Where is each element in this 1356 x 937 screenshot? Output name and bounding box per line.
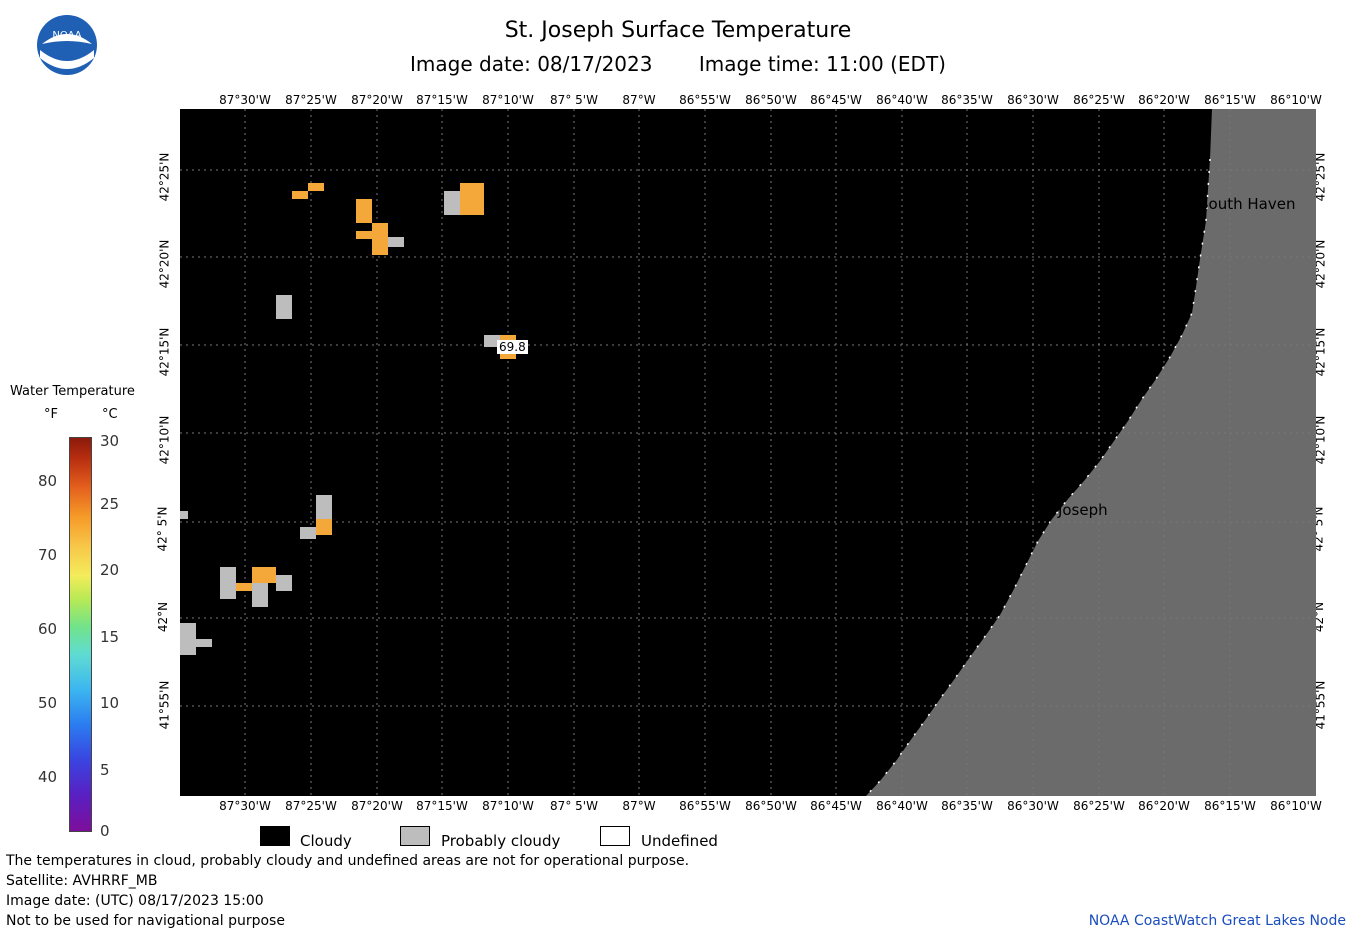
lon-tick: 87°15'W [416,93,468,107]
legend-probably-cloudy-swatch [400,826,430,846]
image-time: Image time: 11:00 (EDT) [698,52,946,76]
lon-tick: 86°20'W [1138,93,1190,107]
f-tick: 50 [38,694,58,712]
land-area [866,109,1316,796]
footer-credit: NOAA CoastWatch Great Lakes Node [1088,913,1346,929]
legend-cloudy-swatch [260,826,290,846]
c-tick: 15 [100,628,120,646]
lon-tick: 86°40'W [876,799,928,813]
f-tick: 70 [38,546,58,564]
south-haven-marker [1190,185,1200,195]
place-st-joseph: St. Joseph [1033,501,1108,519]
c-tick: 0 [100,822,110,840]
probably-cloudy-patches [180,191,500,655]
lon-tick: 86°50'W [745,799,797,813]
st-joseph-marker [1031,485,1041,495]
legend-probably-cloudy-label: Probably cloudy [441,832,561,850]
lon-tick: 86°20'W [1138,799,1190,813]
graticule [180,109,1316,796]
footer-navigation-warning: Not to be used for navigational purpose [6,913,285,929]
lon-tick: 86°55'W [679,93,731,107]
lat-tick: 42°25'N [157,152,172,202]
footer-disclaimer: The temperatures in cloud, probably clou… [6,853,690,869]
sample-temperature-label: 69.8 [497,340,528,354]
lon-tick: 87°25'W [285,93,337,107]
lon-tick: 87°30'W [219,799,271,813]
f-tick: 80 [38,472,58,490]
lat-tick: 42° 5'N [155,506,170,552]
lon-tick: 86°35'W [941,799,993,813]
lon-tick: 86°45'W [810,93,862,107]
lon-tick: 86°50'W [745,93,797,107]
lon-tick: 86°10'W [1270,93,1322,107]
unit-fahrenheit: °F [44,407,58,422]
c-tick: 20 [100,561,120,579]
footer-utc-date: Image date: (UTC) 08/17/2023 15:00 [6,893,264,909]
legend-undefined-swatch [600,826,630,846]
temperature-colorbar [69,437,92,832]
c-tick: 25 [100,495,120,513]
lon-tick: 86°40'W [876,93,928,107]
c-tick: 10 [100,694,120,712]
page-title: St. Joseph Surface Temperature [504,18,852,43]
lon-tick: 86°35'W [941,93,993,107]
lat-tick: 42°10'N [157,415,172,465]
lon-tick: 86°10'W [1270,799,1322,813]
lon-tick: 86°25'W [1073,93,1125,107]
coastline [865,158,1211,796]
legend-cloudy-label: Cloudy [300,832,352,850]
lon-tick: 87°10'W [482,799,534,813]
lat-tick: 42°20'N [157,239,172,289]
f-tick: 60 [38,620,58,638]
f-tick: 40 [38,768,58,786]
lon-tick: 87°15'W [416,799,468,813]
logo-text: NOAA [52,30,81,41]
image-date: Image date: 08/17/2023 [410,52,653,76]
lon-tick: 87°W [622,93,656,107]
lon-tick: 87°25'W [285,799,337,813]
lon-tick: 87°10'W [482,93,534,107]
lon-tick: 86°55'W [679,799,731,813]
lon-tick: 87°20'W [351,799,403,813]
lon-tick: 87° 5'W [550,799,598,813]
noaa-logo: NOAA [37,15,97,75]
lat-tick: 41°55'N [157,680,172,730]
lon-tick: 87°30'W [219,93,271,107]
lon-tick: 86°30'W [1007,799,1059,813]
c-tick: 5 [100,761,110,779]
lon-tick: 86°30'W [1007,93,1059,107]
lon-tick: 86°15'W [1204,799,1256,813]
legend-undefined-label: Undefined [641,832,718,850]
footer-satellite: Satellite: AVHRRF_MB [6,873,158,889]
c-tick: 30 [100,432,120,450]
place-south-haven: South Haven [1199,195,1296,213]
scale-title: Water Temperature [10,384,135,399]
image-info: Image date: 08/17/2023 Image time: 11:00… [0,52,1356,76]
lon-tick: 87° 5'W [550,93,598,107]
lon-tick: 86°25'W [1073,799,1125,813]
lon-tick: 87°20'W [351,93,403,107]
unit-celsius: °C [102,407,118,422]
lon-tick: 86°45'W [810,799,862,813]
lon-tick: 86°15'W [1204,93,1256,107]
temperature-map [180,109,1316,796]
lon-tick: 87°W [622,799,656,813]
lat-tick: 42°N [156,601,171,633]
lat-tick: 42°15'N [157,327,172,377]
